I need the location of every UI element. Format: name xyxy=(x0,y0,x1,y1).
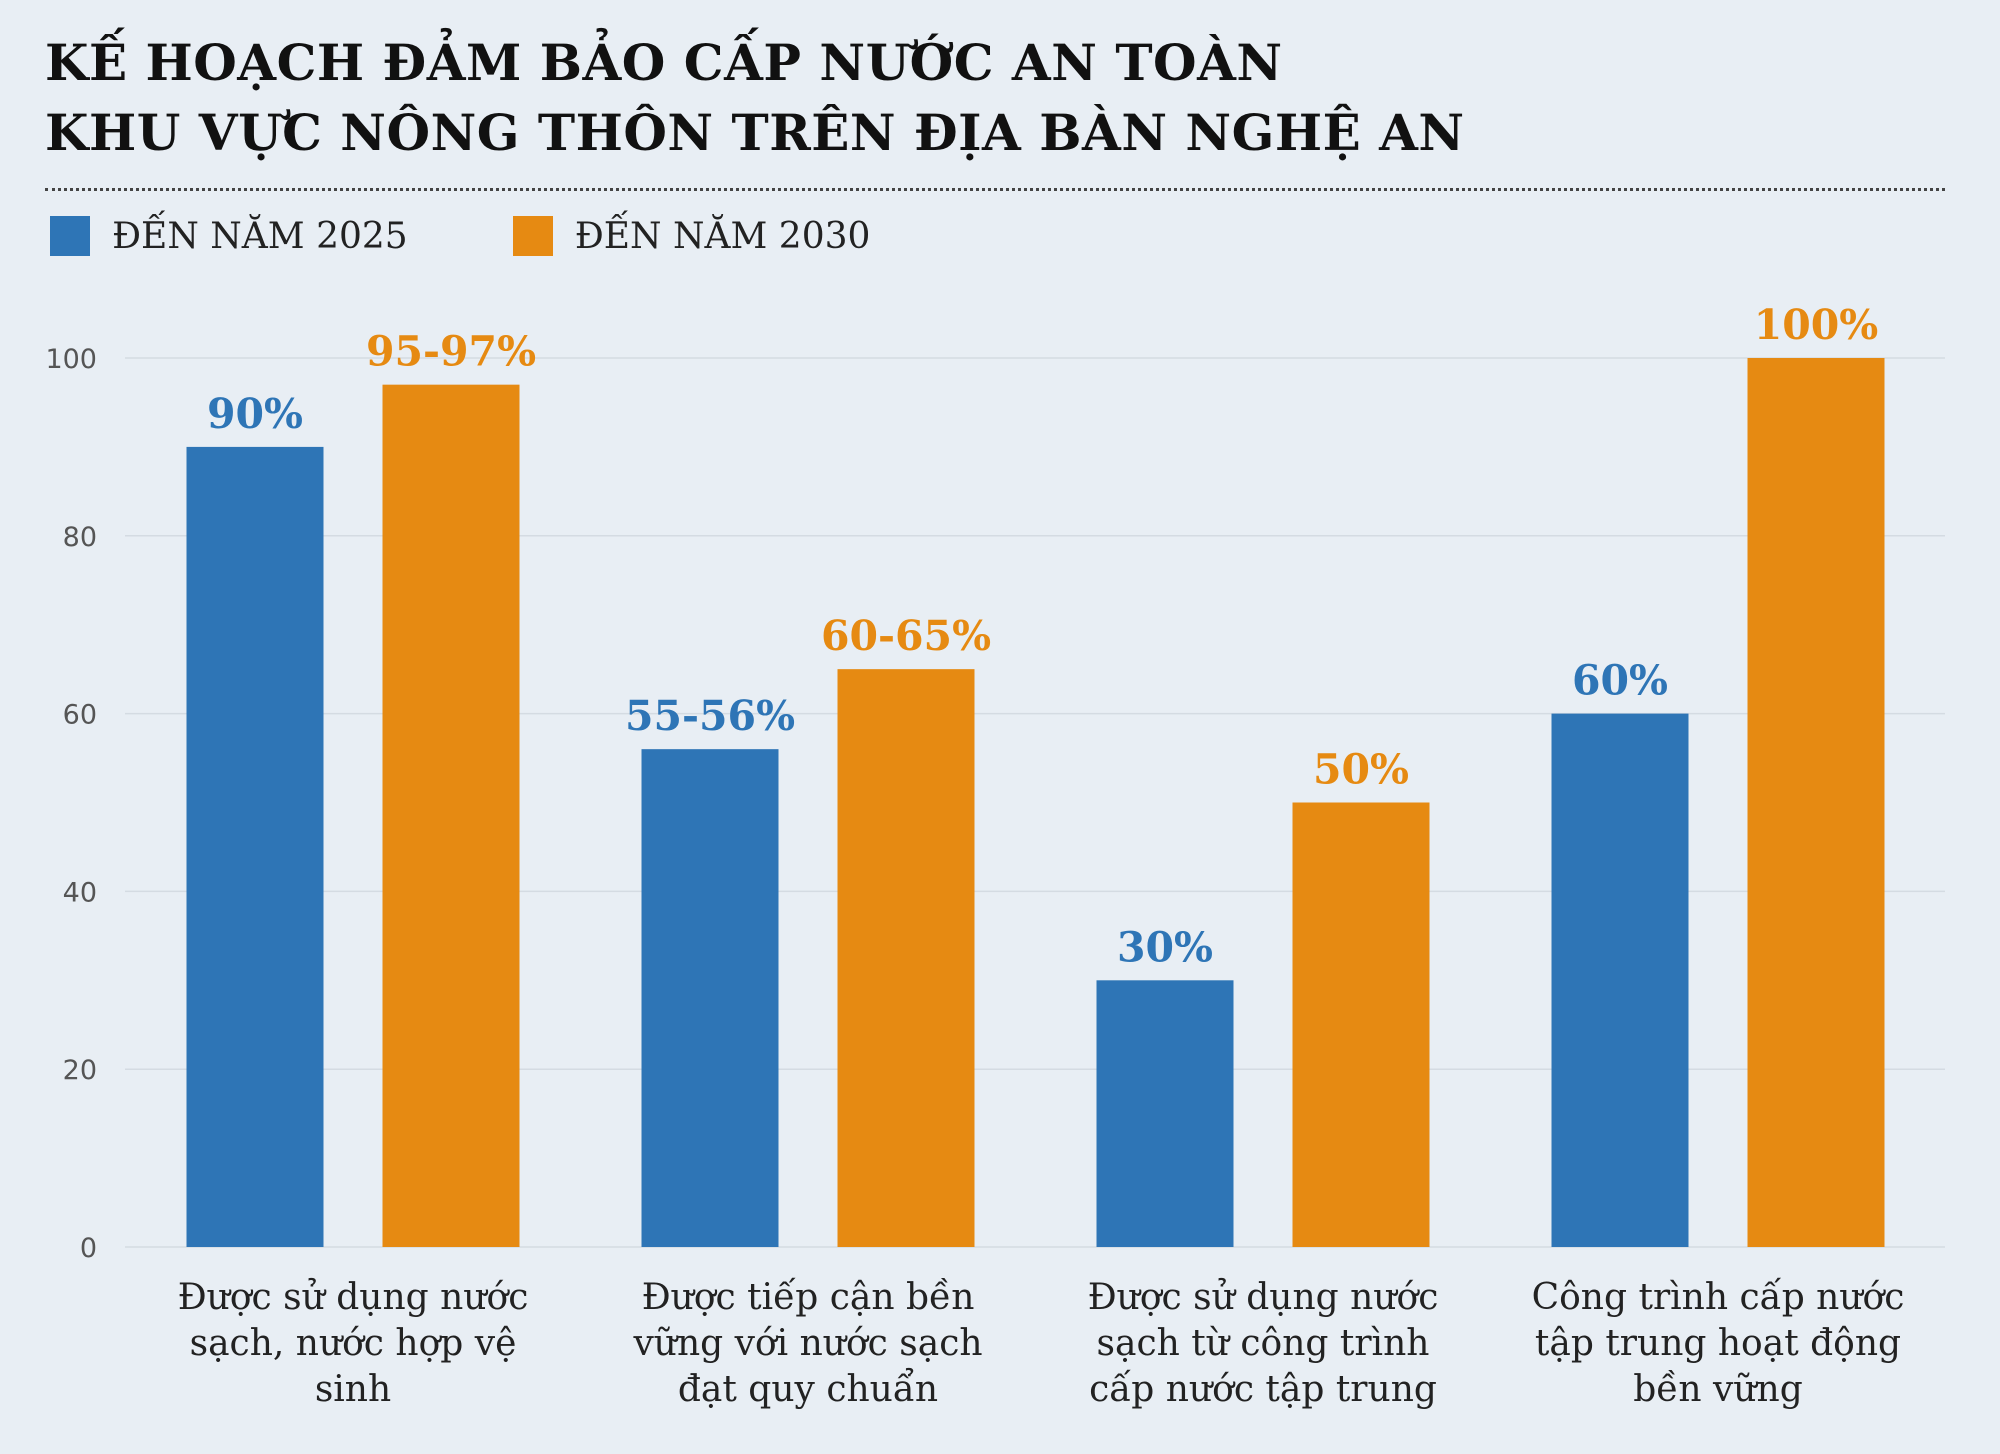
category-label-3: Được sử dụng nước sạch từ công trình cấp n… xyxy=(1063,1275,1463,1413)
title-line-2: KHU VỰC NÔNG THÔN TRÊN ĐỊA BÀN NGHỆ AN xyxy=(45,103,1465,162)
category-label-3-line-1: Được sử dụng nước xyxy=(1087,1277,1439,1318)
category-label-2-line-2: vững với nước sạch xyxy=(633,1323,983,1364)
data-label-s1-c2: 55-56% xyxy=(625,692,795,740)
data-label-s1-c3: 30% xyxy=(1117,923,1213,971)
y-tick-label-40: 40 xyxy=(63,877,97,908)
title-line-1: KẾ HOẠCH ĐẢM BẢO CẤP NƯỚC AN TOÀN xyxy=(45,33,1283,92)
data-label-s1-c1: 90% xyxy=(207,390,303,438)
bar-s1-c1 xyxy=(186,446,324,1247)
bar-s2-c1 xyxy=(382,384,520,1247)
category-label-4: Công trình cấp nước tập trung hoạt động bề… xyxy=(1518,1275,1918,1413)
legend-label-2025: ĐẾN NĂM 2025 xyxy=(112,215,408,257)
legend-swatch-2025 xyxy=(50,216,90,256)
bar-s2-c2 xyxy=(837,669,975,1247)
legend-swatch-2030 xyxy=(512,216,553,256)
category-label-4-line-2: tập trung hoạt động xyxy=(1534,1323,1902,1364)
legend-label-2030: ĐẾN NĂM 2030 xyxy=(574,215,871,257)
title-divider xyxy=(45,188,1945,191)
y-tick-label-60: 60 xyxy=(63,700,97,731)
bar-s1-c4 xyxy=(1551,713,1689,1247)
category-label-4-line-3: bền vững xyxy=(1633,1369,1803,1410)
bar-s1-c2 xyxy=(641,749,779,1247)
data-label-s2-c4: 100% xyxy=(1754,301,1879,349)
bar-s2-c4 xyxy=(1747,358,1885,1247)
data-label-s2-c2: 60-65% xyxy=(821,612,991,660)
category-label-1-line-1: Được sử dụng nước xyxy=(177,1277,529,1318)
chart-title: KẾ HOẠCH ĐẢM BẢO CẤP NƯỚC AN TOÀN KHU VỰ… xyxy=(45,28,1465,168)
y-tick-label-100: 100 xyxy=(45,344,97,375)
legend: ĐẾN NĂM 2025 ĐẾN NĂM 2030 xyxy=(50,212,975,260)
category-label-3-line-2: sạch từ công trình xyxy=(1096,1323,1430,1364)
category-label-4-line-1: Công trình cấp nước xyxy=(1531,1277,1905,1318)
category-label-1: Được sử dụng nước sạch, nước hợp vệ sinh xyxy=(153,1275,553,1413)
legend-item-2025: ĐẾN NĂM 2025 xyxy=(50,216,408,257)
legend-item-2030: ĐẾN NĂM 2030 xyxy=(512,215,871,257)
bar-s1-c3 xyxy=(1096,980,1234,1247)
category-label-1-line-3: sinh xyxy=(314,1369,392,1410)
bar-s2-c3 xyxy=(1292,802,1430,1247)
data-label-s2-c1: 95-97% xyxy=(366,328,536,376)
y-tick-label-80: 80 xyxy=(63,522,97,553)
category-label-2-line-3: đạt quy chuẩn xyxy=(677,1369,939,1410)
category-label-2: Được tiếp cận bền vững với nước sạch đạt q… xyxy=(608,1275,1008,1413)
y-tick-label-20: 20 xyxy=(63,1055,97,1086)
y-tick-label-0: 0 xyxy=(80,1233,97,1264)
category-label-1-line-2: sạch, nước hợp vệ xyxy=(189,1323,517,1364)
category-label-2-line-1: Được tiếp cận bền xyxy=(641,1277,975,1318)
data-label-s2-c3: 50% xyxy=(1313,746,1409,794)
category-label-3-line-3: cấp nước tập trung xyxy=(1089,1369,1437,1410)
data-label-s1-c4: 60% xyxy=(1572,657,1668,705)
